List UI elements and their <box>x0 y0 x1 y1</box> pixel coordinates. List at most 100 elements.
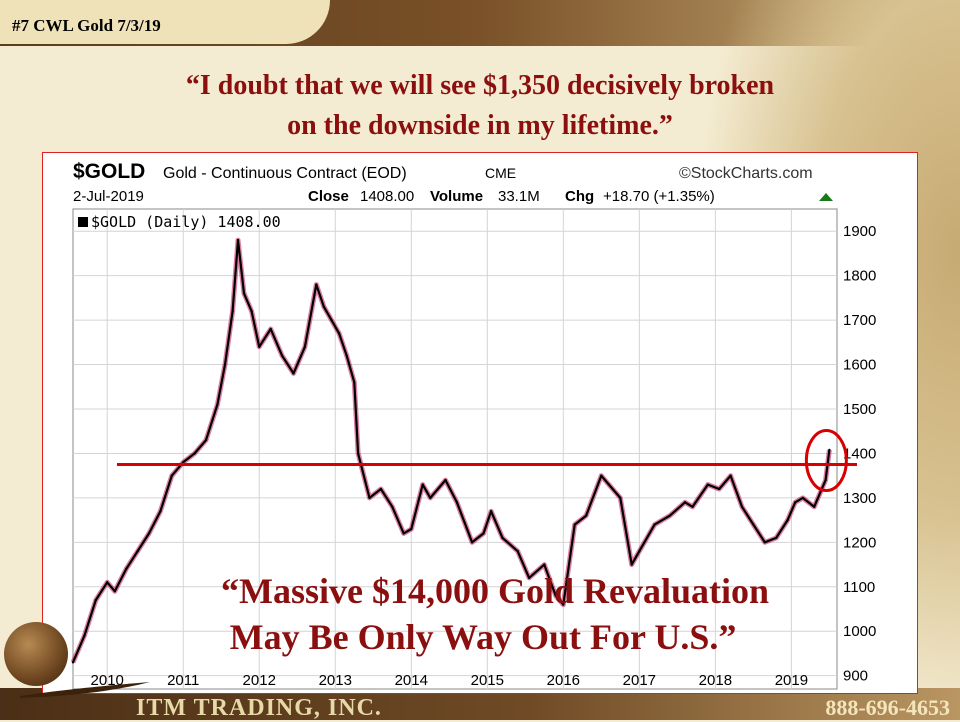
series-point <box>258 345 261 348</box>
y-tick-label: 1700 <box>843 312 876 329</box>
x-tick-label: 2012 <box>243 672 276 689</box>
series-point <box>216 403 219 406</box>
series-point <box>717 487 721 491</box>
series-point <box>182 461 185 464</box>
series-point <box>113 590 117 593</box>
series-point <box>543 563 546 566</box>
phone-number: 888-696-4653 <box>825 695 950 720</box>
grid-layer <box>73 209 837 689</box>
series-point <box>429 496 432 500</box>
close-value: 1408.00 <box>360 188 414 205</box>
chart-date: 2-Jul-2019 <box>73 188 144 205</box>
gold-price-chart: $GOLD Gold - Continuous Contract (EOD) C… <box>70 160 876 690</box>
y-tick-label: 900 <box>843 668 868 685</box>
chart-exchange: CME <box>485 165 516 181</box>
series-point <box>828 448 831 452</box>
series-point <box>638 550 641 553</box>
volume-label: Volume <box>430 188 483 205</box>
y-tick-label: 1800 <box>843 268 876 285</box>
series-point <box>94 598 98 602</box>
chart-panel: $GOLD Gold - Continuous Contract (EOD) C… <box>42 152 918 694</box>
series-point <box>345 354 348 357</box>
series-point <box>353 381 356 384</box>
series-point <box>584 514 588 517</box>
series-point <box>231 310 234 313</box>
quote-line-1: “I doubt that we will see $1,350 decisiv… <box>185 70 775 101</box>
series-point <box>653 523 656 526</box>
series-point <box>402 532 405 535</box>
series-point <box>379 487 383 491</box>
highlight-circle <box>804 429 848 493</box>
series-point <box>193 452 196 455</box>
series-point <box>801 496 804 500</box>
company-name: ITM TRADING, INC. <box>136 695 382 721</box>
close-label: Close <box>308 188 349 205</box>
series-point <box>322 305 326 308</box>
series-point <box>501 536 504 540</box>
series-point <box>337 332 341 335</box>
series-point <box>269 327 272 331</box>
series-point <box>793 501 797 504</box>
overlay-line-1: “Massive $14,000 Gold Revaluation <box>221 571 769 611</box>
series-point <box>683 501 687 504</box>
series-point <box>391 505 394 508</box>
y-tick-label: 1600 <box>843 357 876 374</box>
y-tick-label: 1000 <box>843 623 876 640</box>
quote-line-2: on the downside in my lifetime.” <box>287 110 673 141</box>
chg-label: Chg <box>565 188 594 205</box>
series-point <box>236 238 240 242</box>
series-point <box>706 483 709 486</box>
series-point <box>812 505 816 508</box>
series-point <box>444 478 447 482</box>
x-tick-label: 2015 <box>471 672 504 689</box>
quill-icon <box>20 682 150 698</box>
series-point <box>527 576 531 580</box>
series-point <box>71 661 75 664</box>
overlay-line-2: May Be Only Way Out For U.S.” <box>230 617 737 657</box>
series-point <box>455 501 459 504</box>
legend-swatch <box>78 217 88 227</box>
series-point <box>489 510 493 513</box>
series-point <box>83 634 86 637</box>
series-point <box>554 594 557 597</box>
x-tick-label: 2016 <box>547 672 580 689</box>
series-point <box>280 354 284 357</box>
x-tick-label: 2018 <box>699 672 732 689</box>
x-tick-label: 2011 <box>167 672 199 689</box>
series-point <box>136 550 139 553</box>
series-point <box>147 532 151 535</box>
series-point <box>763 541 766 544</box>
series-point <box>562 603 565 606</box>
up-triangle-icon <box>819 193 833 201</box>
series-point <box>607 483 611 486</box>
series-point <box>740 505 744 508</box>
x-tick-label: 2010 <box>91 672 124 689</box>
chg-value: +18.70 (+1.35%) <box>603 188 715 205</box>
series-point <box>159 510 162 513</box>
chart-symbol: $GOLD <box>73 160 145 183</box>
series-point <box>630 563 633 566</box>
series-point <box>292 372 295 375</box>
series-point <box>824 478 827 482</box>
series-point <box>619 496 622 500</box>
x-tick-label: 2014 <box>395 672 428 689</box>
chart-source: ©StockCharts.com <box>679 165 813 182</box>
series-point <box>752 523 755 526</box>
series-point <box>482 532 485 535</box>
series-point <box>786 518 789 522</box>
series-point <box>668 514 671 517</box>
x-tick-label: 2019 <box>775 672 808 689</box>
series-point <box>516 550 519 553</box>
series-point <box>600 474 603 477</box>
series-point <box>368 496 371 500</box>
quote-text: “I doubt that we will see $1,350 decisiv… <box>50 66 910 146</box>
y-tick-label: 1300 <box>843 490 876 507</box>
series-point <box>204 438 208 442</box>
series-point <box>106 581 109 584</box>
globe-icon <box>4 622 68 686</box>
x-tick-label: 2013 <box>319 672 352 689</box>
series-point <box>125 567 128 571</box>
series-point <box>410 527 413 531</box>
series-point <box>421 483 424 486</box>
x-tick-label: 2017 <box>623 672 656 689</box>
